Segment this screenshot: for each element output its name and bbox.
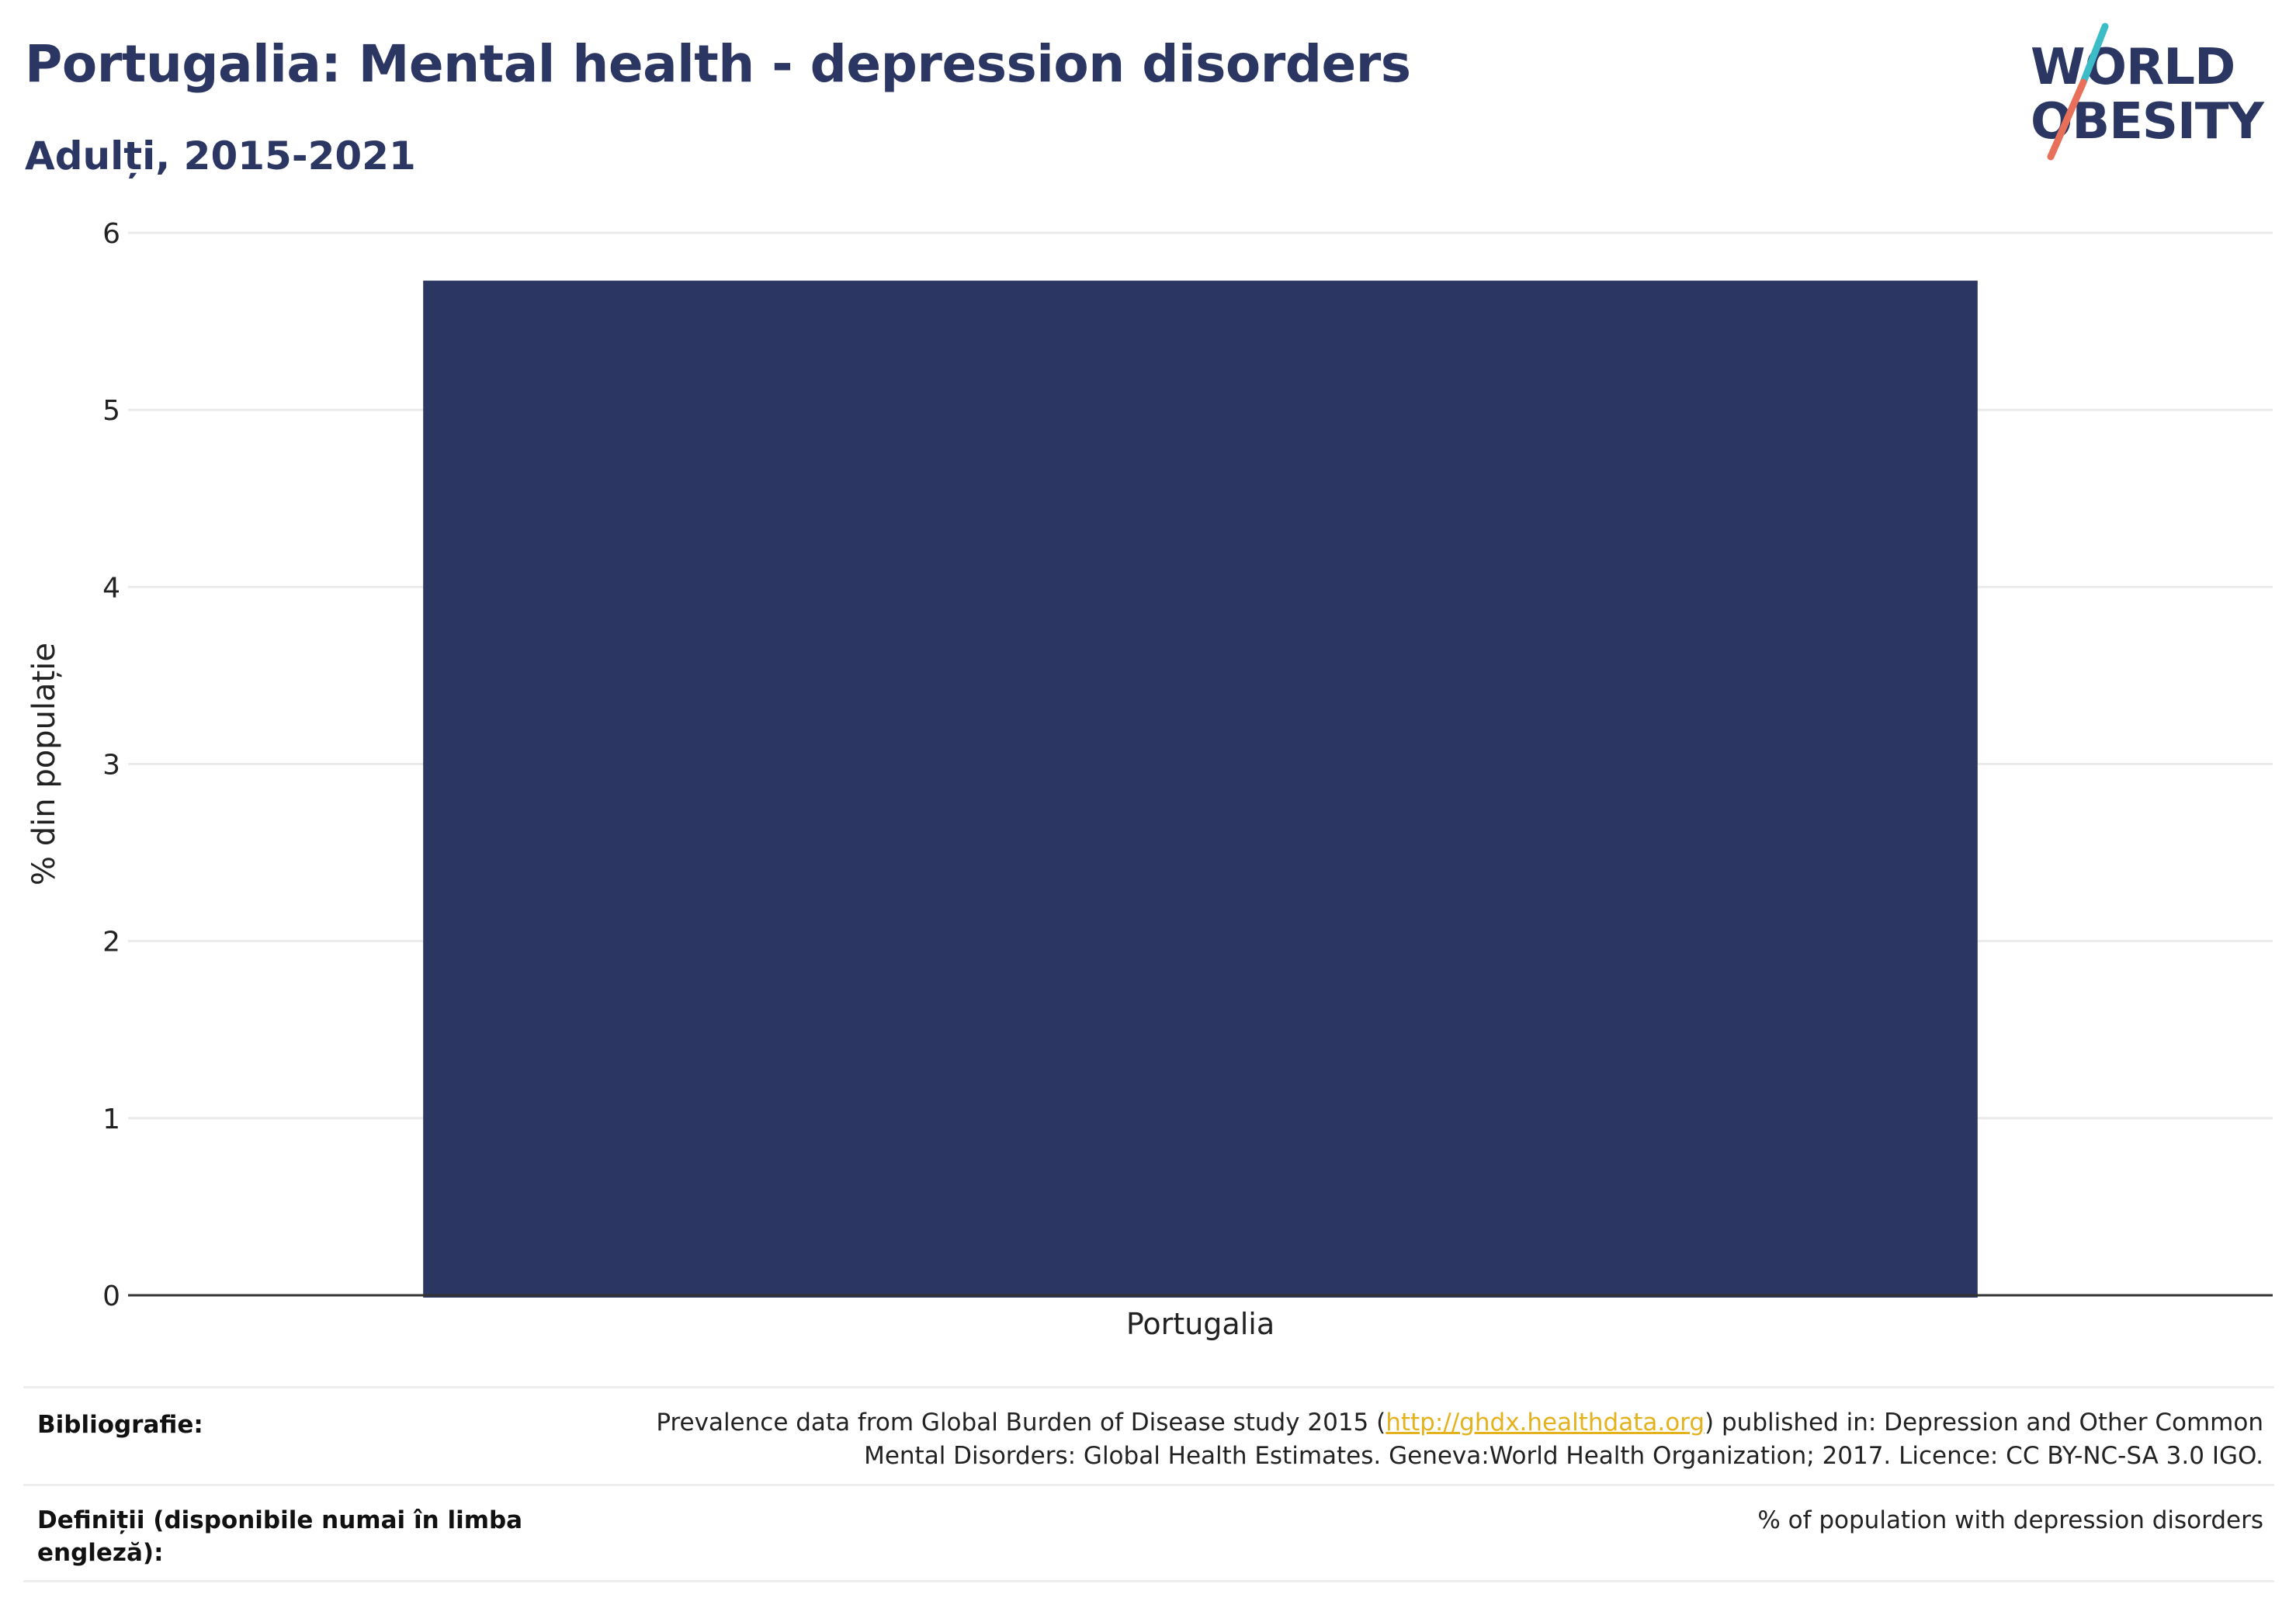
y-tick-labels: 0 1 2 3 4 5 6: [102, 218, 120, 1312]
logo-slash-top: [2079, 23, 2109, 86]
y-tick-label: 5: [102, 395, 120, 427]
bar-chart: 0 1 2 3 4 5 6 Portugalia % din populație: [26, 218, 2273, 1341]
y-tick-label: 6: [102, 218, 120, 250]
bar-portugalia[interactable]: [423, 280, 1978, 1298]
bibliography-line-1: Prevalence data from Global Burden of Di…: [656, 1406, 2263, 1440]
y-tick-label: 4: [102, 572, 120, 604]
definitions-label: Definiții (disponibile numai în limba en…: [37, 1504, 522, 1569]
bars: [423, 280, 1978, 1298]
footer-divider-top: [23, 1386, 2274, 1388]
chart-subtitle: Adulți, 2015-2021: [25, 133, 416, 178]
x-tick-labels: Portugalia: [1126, 1307, 1275, 1341]
logo-word-world: WORLD: [2031, 39, 2235, 96]
y-tick-label: 2: [102, 927, 120, 958]
bibliography-line-2: Mental Disorders: Global Health Estimate…: [864, 1442, 2263, 1470]
y-tick-label: 0: [102, 1281, 120, 1312]
chart-title: Portugalia: Mental health - depression d…: [25, 34, 1411, 94]
y-tick-label: 3: [102, 750, 120, 782]
bibliography-link[interactable]: http://ghdx.healthdata.org: [1386, 1409, 1705, 1437]
definitions-text: % of population with depression disorder…: [1757, 1506, 2263, 1534]
bibliography-text: Prevalence data from Global Burden of Di…: [656, 1406, 2263, 1473]
bibliography-text-before: Prevalence data from Global Burden of Di…: [656, 1409, 1386, 1437]
world-obesity-logo: WORLD OBESITY: [2031, 23, 2265, 161]
y-tick-label: 1: [102, 1104, 120, 1135]
x-tick-label: Portugalia: [1126, 1307, 1275, 1341]
bibliography-text-after: ) published in: Depression and Other Com…: [1705, 1409, 2263, 1437]
footer-divider-bottom: [23, 1580, 2274, 1582]
y-axis-label: % din populație: [26, 643, 62, 886]
logo-slash-bottom: [2047, 78, 2087, 161]
bibliography-label: Bibliografie:: [37, 1411, 203, 1439]
definitions-label-line-1: Definiții (disponibile numai în limba: [37, 1506, 523, 1534]
footer-divider-middle: [23, 1484, 2274, 1486]
definitions-label-line-2: engleză):: [37, 1539, 164, 1567]
